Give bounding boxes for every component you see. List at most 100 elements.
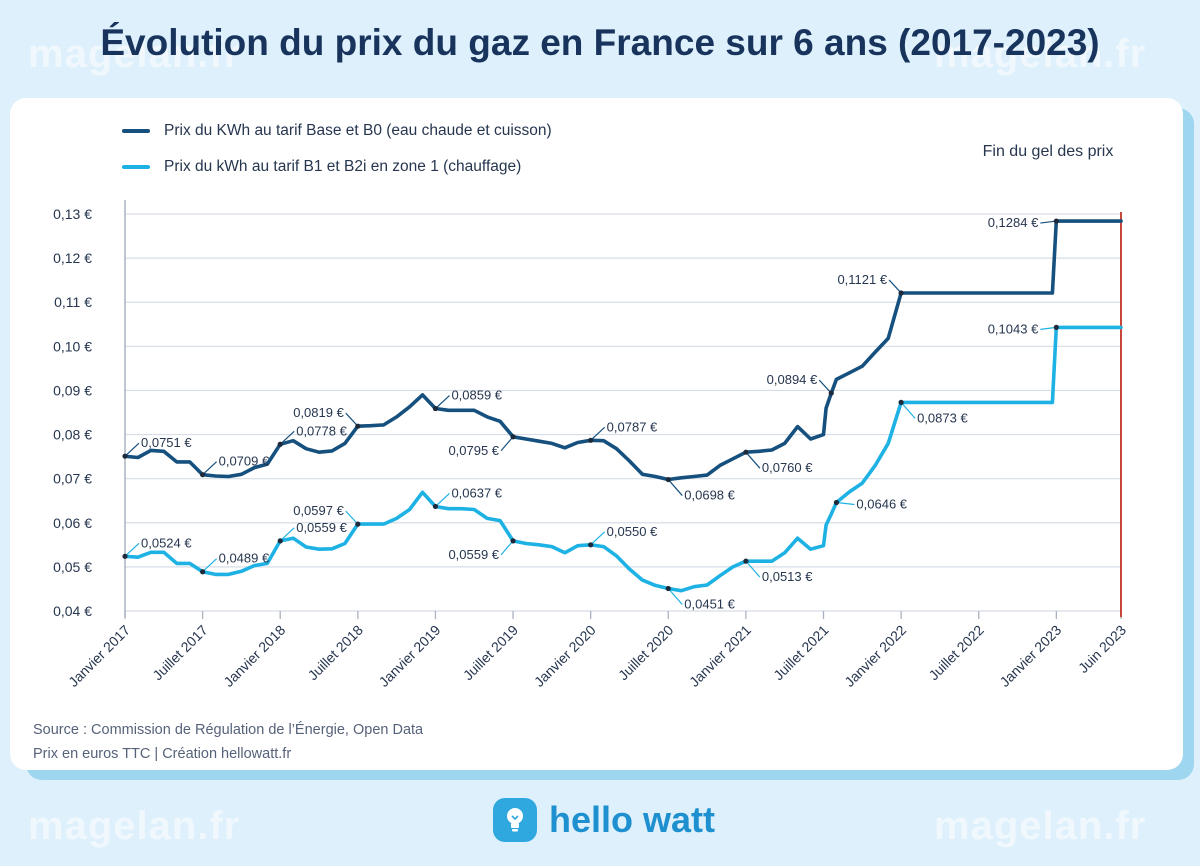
x-tick-label: Juillet 2019 xyxy=(460,622,522,684)
data-point xyxy=(200,472,206,478)
data-label: 0,1284 € xyxy=(988,215,1039,230)
data-label: 0,1121 € xyxy=(837,272,887,287)
x-tick-label: Juillet 2022 xyxy=(925,622,987,684)
source-note: Source : Commission de Régulation de l’É… xyxy=(33,722,424,738)
data-point xyxy=(743,558,749,564)
data-label-leader xyxy=(745,560,761,578)
data-point xyxy=(277,538,283,544)
hello-watt-logo: hello watt xyxy=(493,796,715,844)
watermark-bottom-right: magelan.fr xyxy=(934,804,1147,848)
data-label-leader xyxy=(435,493,450,507)
data-label: 0,0760 € xyxy=(762,460,813,475)
legend-item-base: Prix du KWh au tarif Base et B0 (eau cha… xyxy=(122,120,552,142)
x-tick-label: Juillet 2018 xyxy=(305,622,367,684)
legend-swatch-heating xyxy=(122,165,150,169)
data-label-leader xyxy=(667,479,683,496)
page-title: Évolution du prix du gaz en France sur 6… xyxy=(100,22,1100,63)
data-label-leader xyxy=(345,412,359,427)
data-label: 0,0698 € xyxy=(684,488,735,503)
x-tick-label: Juillet 2021 xyxy=(770,622,832,684)
y-tick-label: 0,09 € xyxy=(53,382,92,398)
x-tick-label: Janvier 2023 xyxy=(996,622,1064,690)
data-label: 0,0751 € xyxy=(141,435,192,450)
data-point xyxy=(833,499,840,506)
legend-label-heating: Prix du kWh au tarif B1 et B2i en zone 1… xyxy=(164,158,522,175)
data-label-leader xyxy=(279,527,295,542)
data-label-leader xyxy=(667,588,683,605)
data-label-leader xyxy=(435,395,450,409)
data-label-leader xyxy=(590,531,606,546)
lightbulb-icon xyxy=(493,798,537,842)
data-label-leader xyxy=(202,558,218,573)
data-point xyxy=(743,449,749,455)
data-point xyxy=(588,437,594,443)
credit-note: Prix en euros TTC | Création hellowatt.f… xyxy=(33,746,292,762)
data-point xyxy=(432,503,439,510)
data-label-leader xyxy=(345,510,359,525)
data-label-leader xyxy=(590,426,606,441)
data-point xyxy=(898,290,904,296)
y-tick-label: 0,08 € xyxy=(53,427,92,443)
y-tick-label: 0,12 € xyxy=(53,250,92,266)
y-tick-label: 0,11 € xyxy=(54,294,92,310)
data-point xyxy=(200,569,206,575)
x-tick-label: Janvier 2021 xyxy=(686,622,754,690)
data-point xyxy=(277,441,283,447)
x-tick-label: Janvier 2018 xyxy=(220,622,288,690)
series-line-heating xyxy=(123,325,1123,593)
data-label: 0,0859 € xyxy=(451,388,502,403)
y-tick-label: 0,10 € xyxy=(53,338,92,354)
data-label: 0,0894 € xyxy=(767,372,818,387)
data-point xyxy=(828,390,834,396)
y-tick-label: 0,06 € xyxy=(53,515,92,531)
data-label: 0,0873 € xyxy=(917,410,968,425)
data-label: 0,0559 € xyxy=(296,520,347,535)
legend-swatch-base xyxy=(122,129,150,133)
x-tick-label: Janvier 2022 xyxy=(841,622,909,690)
brand-name: hello watt xyxy=(549,799,716,840)
data-label: 0,0787 € xyxy=(607,419,658,434)
x-tick-label: Janvier 2020 xyxy=(531,622,599,690)
data-label: 0,0524 € xyxy=(141,535,192,550)
x-tick-label: Janvier 2017 xyxy=(65,622,133,690)
data-point xyxy=(432,405,439,412)
data-point xyxy=(122,553,128,559)
y-tick-label: 0,13 € xyxy=(53,206,92,222)
watermark-bottom-left: magelan.fr xyxy=(28,804,241,848)
data-label: 0,0489 € xyxy=(219,551,270,566)
data-label-leader xyxy=(1040,326,1057,330)
data-label-leader xyxy=(500,540,514,556)
data-label: 0,0513 € xyxy=(762,569,813,584)
freeze-end-label: Fin du gel des prix xyxy=(982,143,1114,160)
data-point xyxy=(355,521,361,527)
x-tick-label: Juillet 2017 xyxy=(149,622,211,684)
data-point xyxy=(122,453,128,459)
data-point xyxy=(588,542,594,548)
data-label: 0,1043 € xyxy=(988,321,1039,336)
data-point xyxy=(1053,324,1059,330)
data-label: 0,0559 € xyxy=(448,547,499,562)
data-label: 0,0550 € xyxy=(607,524,658,539)
legend-item-heating: Prix du kWh au tarif B1 et B2i en zone 1… xyxy=(122,156,521,178)
data-label-leader xyxy=(202,461,218,476)
data-label: 0,0637 € xyxy=(451,485,502,500)
data-label-leader xyxy=(124,442,140,457)
data-label-leader xyxy=(124,542,140,557)
data-label: 0,0778 € xyxy=(296,423,347,438)
data-point xyxy=(510,538,516,544)
y-tick-label: 0,07 € xyxy=(53,471,92,487)
data-label-leader xyxy=(900,401,916,419)
legend-label-base: Prix du KWh au tarif Base et B0 (eau cha… xyxy=(164,122,552,139)
data-label: 0,0646 € xyxy=(856,496,907,511)
data-label-leader xyxy=(745,451,761,469)
data-label: 0,0451 € xyxy=(684,597,735,612)
data-point xyxy=(665,585,671,592)
data-label-leader xyxy=(888,279,902,294)
data-label-leader xyxy=(1040,220,1057,224)
data-label-leader xyxy=(279,430,295,445)
data-label: 0,0795 € xyxy=(448,443,499,458)
data-label: 0,0819 € xyxy=(293,405,344,420)
data-label-leader xyxy=(500,436,514,452)
watermark-top-right: magelan.fr xyxy=(934,32,1147,76)
